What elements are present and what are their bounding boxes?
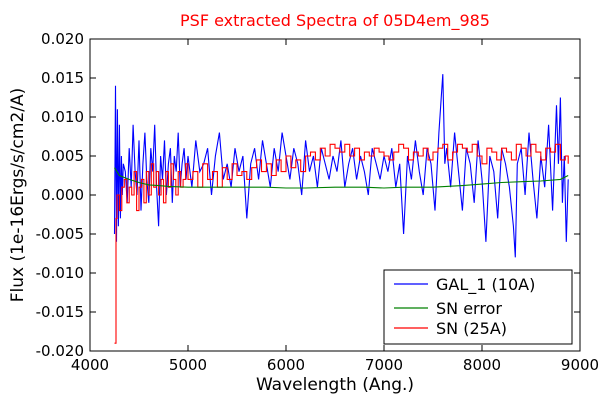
y-axis: -0.020 -0.015 -0.010 -0.005 0.000 0.005 0.010 0…: [36, 30, 580, 360]
series-line-sn-25a: [114, 143, 569, 344]
x-tick-label: 6000: [267, 356, 305, 374]
y-tick-label: 0.015: [41, 69, 84, 87]
legend-label-sn: SN (25A): [436, 319, 507, 338]
y-tick-label: -0.015: [36, 303, 84, 321]
legend-label-sn-error: SN error: [436, 299, 502, 318]
x-tick-label: 8000: [463, 356, 501, 374]
legend-box: [383, 269, 573, 345]
x-tick-label: 4000: [71, 356, 109, 374]
x-tick-label: 7000: [365, 356, 403, 374]
y-tick-label: -0.020: [36, 342, 84, 360]
x-axis-label: Wavelength (Ang.): [256, 375, 414, 395]
x-axis: 4000 5000 6000 7000 8000 9000: [71, 39, 599, 374]
y-tick-label: -0.010: [36, 264, 84, 282]
y-tick-label: 0.005: [41, 147, 84, 165]
legend-label-gal: GAL_1 (10A): [436, 275, 535, 295]
y-tick-label: -0.005: [36, 225, 84, 243]
chart-title: PSF extracted Spectra of 05D4em_985: [180, 11, 490, 31]
series-layer: [113, 74, 569, 344]
y-tick-label: 0.000: [41, 186, 84, 204]
series-line-gal-1-10a: [113, 74, 569, 258]
y-axis-label: Flux (1e-16Ergs/s/cm2/A): [8, 88, 28, 303]
y-tick-label: 0.020: [41, 30, 84, 48]
series-line-sn-error: [114, 167, 569, 189]
x-tick-label: 5000: [169, 356, 207, 374]
y-tick-label: 0.010: [41, 108, 84, 126]
legend: GAL_1 (10A) SN error SN (25A): [383, 269, 573, 345]
x-tick-label: 9000: [561, 356, 599, 374]
